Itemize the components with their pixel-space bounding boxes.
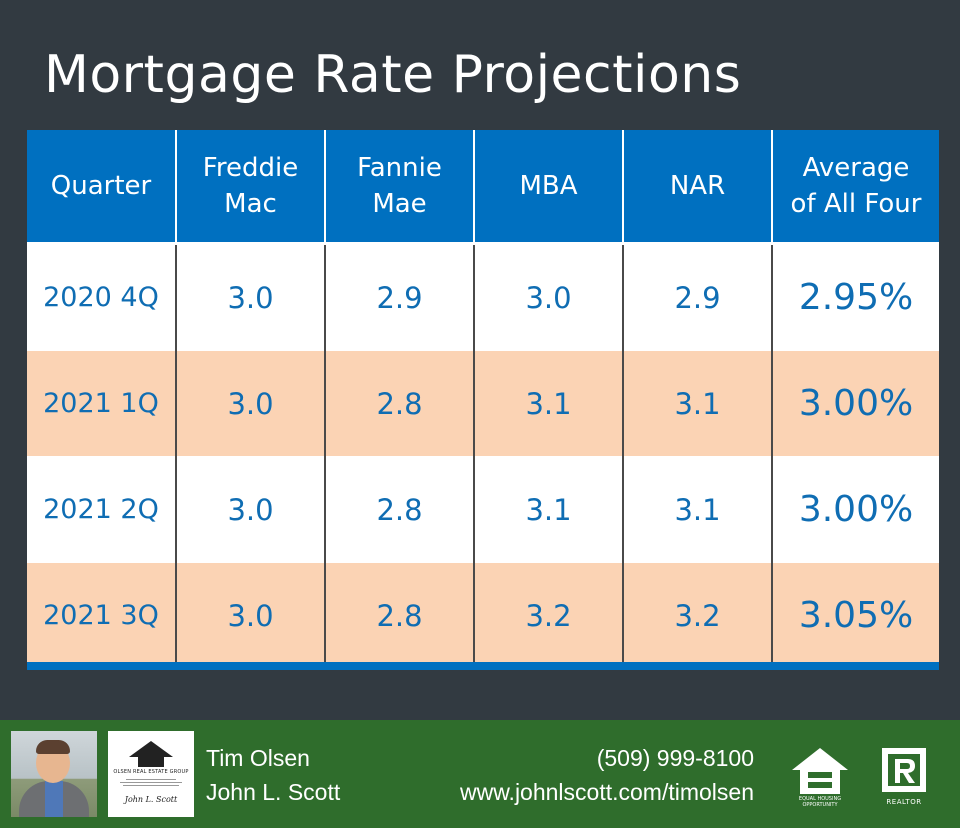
header-freddie-mac: Freddie Mac — [176, 130, 326, 245]
header-line: Quarter — [50, 171, 152, 201]
quarter-cell: 2021 3Q — [27, 562, 177, 669]
fannie-mae-cell: 2.9 — [325, 243, 475, 351]
table-header-row: Quarter Freddie Mac Fannie Mae MBA NAR Average o… — [27, 130, 939, 245]
header-line: NAR — [669, 171, 726, 201]
table-bottom-rule — [27, 662, 939, 670]
agent-company: John L. Scott — [206, 779, 341, 805]
header-mba: MBA — [474, 130, 624, 245]
fannie-mae-cell: 2.8 — [325, 350, 475, 457]
logo-brand-text: John L. Scott — [124, 795, 178, 804]
agent-photo — [11, 731, 97, 817]
nar-cell: 3.1 — [623, 350, 773, 457]
nar-cell: 3.2 — [623, 562, 773, 669]
agent-footer: OLSEN REAL ESTATE GROUP John L. Scott Ti… — [0, 720, 960, 828]
header-line: Average — [802, 153, 910, 183]
agent-website-link[interactable]: www.johnlscott.com/timolsen — [460, 779, 754, 805]
table-row: 2021 2Q 3.0 2.8 3.1 3.1 3.00% — [27, 456, 939, 563]
average-cell: 3.00% — [772, 350, 939, 457]
mba-cell: 3.0 — [474, 243, 624, 351]
realtor-label: REALTOR — [886, 798, 922, 806]
table-body: 2020 4Q 3.0 2.9 3.0 2.9 2.95% 2021 1Q 3.0 2.8 3.1… — [27, 243, 939, 669]
header-line: Mae — [372, 189, 427, 219]
logo-org-text: OLSEN REAL ESTATE GROUP — [113, 769, 189, 775]
agent-phone[interactable]: (509) 999-8100 — [596, 745, 754, 771]
average-cell: 3.05% — [772, 562, 939, 669]
fannie-mae-cell: 2.8 — [325, 562, 475, 669]
mba-cell: 3.2 — [474, 562, 624, 669]
freddie-mac-cell: 3.0 — [176, 562, 326, 669]
header-line: Mac — [224, 189, 277, 219]
equal-housing-icon — [792, 748, 848, 794]
header-line: MBA — [519, 171, 578, 201]
header-line: Fannie — [357, 153, 442, 183]
mba-cell: 3.1 — [474, 456, 624, 563]
quarter-cell: 2021 2Q — [27, 456, 177, 563]
quarter-cell: 2020 4Q — [27, 243, 177, 351]
page-title: Mortgage Rate Projections — [44, 45, 742, 105]
average-cell: 2.95% — [772, 243, 939, 351]
agent-name: Tim Olsen — [206, 745, 310, 771]
mba-cell: 3.1 — [474, 350, 624, 457]
freddie-mac-cell: 3.0 — [176, 350, 326, 457]
header-line: Freddie — [202, 153, 299, 183]
header-fannie-mae: Fannie Mae — [325, 130, 475, 245]
average-cell: 3.00% — [772, 456, 939, 563]
header-average: Average of All Four — [772, 130, 939, 245]
fannie-mae-cell: 2.8 — [325, 456, 475, 563]
equal-housing-label: EQUAL HOUSING OPPORTUNITY — [798, 796, 842, 808]
realtor-r-icon — [882, 748, 926, 792]
header-quarter: Quarter — [27, 130, 177, 245]
house-logo-icon: OLSEN REAL ESTATE GROUP John L. Scott — [108, 731, 194, 817]
freddie-mac-cell: 3.0 — [176, 243, 326, 351]
rate-table: Quarter Freddie Mac Fannie Mae MBA NAR Average o… — [27, 130, 939, 669]
table-row: 2021 1Q 3.0 2.8 3.1 3.1 3.00% — [27, 350, 939, 457]
nar-cell: 2.9 — [623, 243, 773, 351]
header-line: of All Four — [790, 189, 922, 219]
table-row: 2020 4Q 3.0 2.9 3.0 2.9 2.95% — [27, 243, 939, 351]
nar-cell: 3.1 — [623, 456, 773, 563]
rate-table-container: Quarter Freddie Mac Fannie Mae MBA NAR Average o… — [27, 130, 939, 670]
freddie-mac-cell: 3.0 — [176, 456, 326, 563]
quarter-cell: 2021 1Q — [27, 350, 177, 457]
table-row: 2021 3Q 3.0 2.8 3.2 3.2 3.05% — [27, 562, 939, 669]
header-nar: NAR — [623, 130, 773, 245]
